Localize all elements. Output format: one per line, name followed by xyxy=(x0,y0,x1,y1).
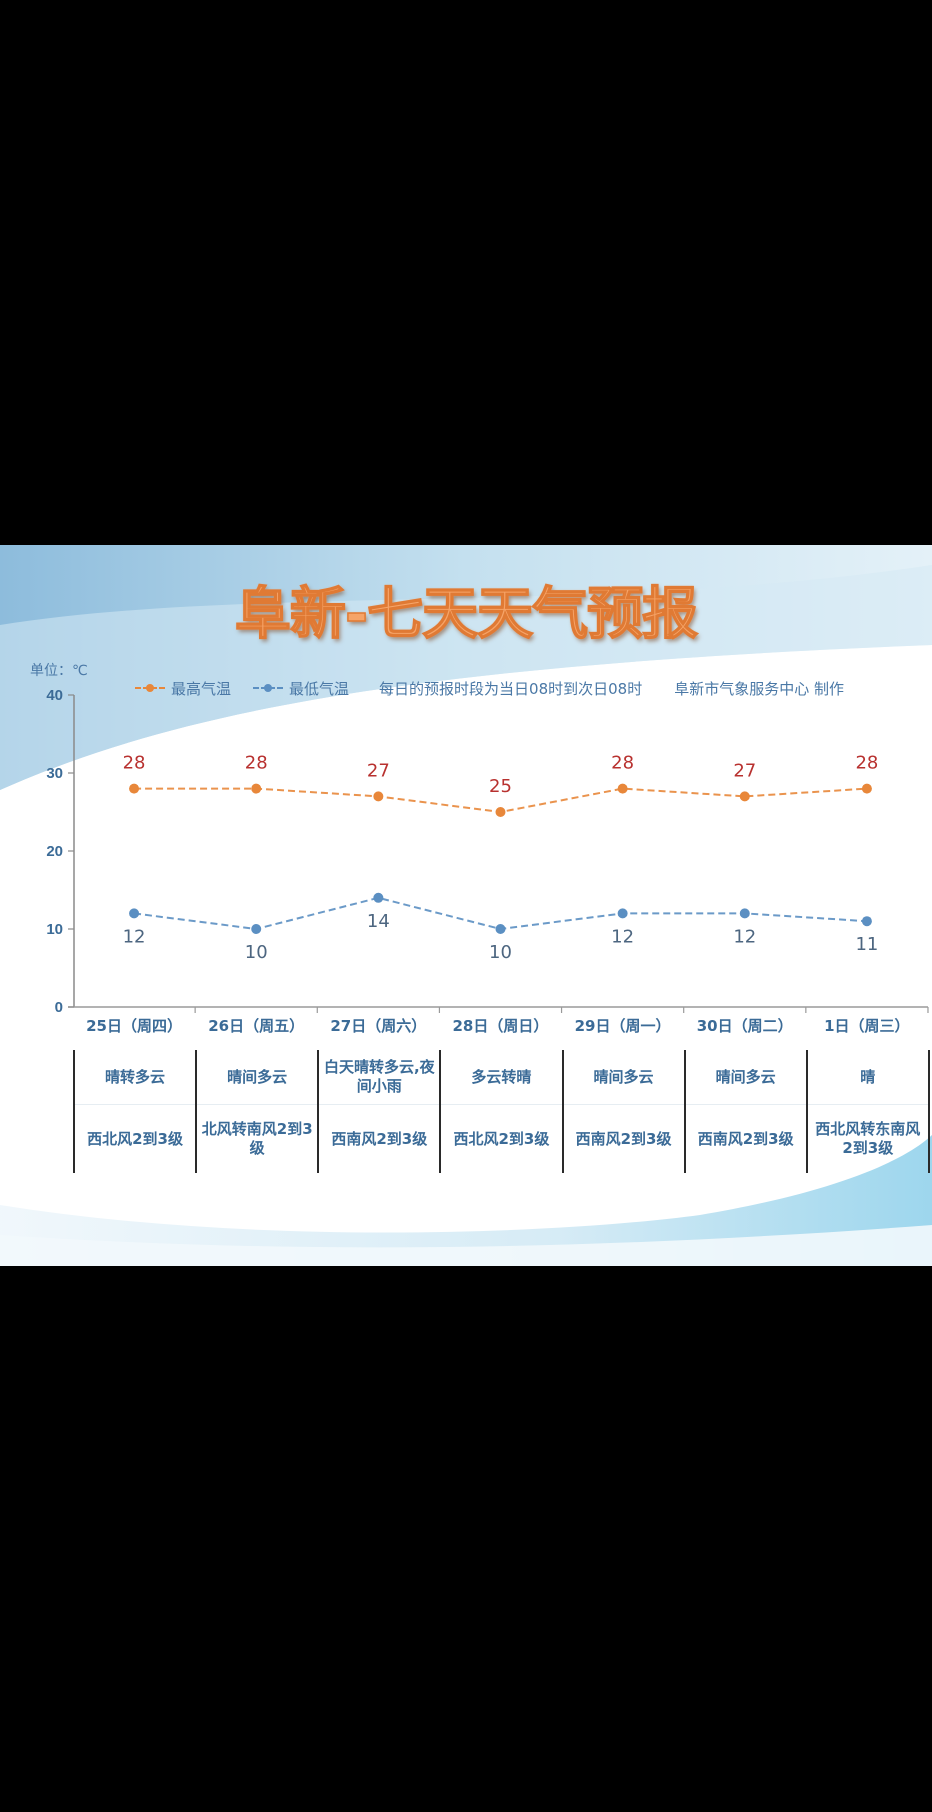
unit-label: 单位：℃ xyxy=(30,663,88,679)
day-column: 晴间多云西南风2到3级 xyxy=(563,1050,686,1173)
wind-cell: 西南风2到3级 xyxy=(331,1129,428,1148)
background-wave xyxy=(0,545,932,1266)
day-column: 晴转多云西北风2到3级 xyxy=(75,1050,198,1173)
wind-cell: 西南风2到3级 xyxy=(575,1129,672,1148)
page-title: 阜新-七天天气预报 xyxy=(234,581,699,648)
high-series-marker-icon xyxy=(135,683,165,693)
low-temp-value: 10 xyxy=(489,942,512,963)
high-temp-value: 27 xyxy=(367,760,390,781)
day-label: 25日（周四） xyxy=(86,1017,182,1035)
y-tick-label: 10 xyxy=(46,921,63,938)
weather-table: 晴转多云 西北风2到3级 晴间多云 北风转南风2到3级 白天晴转多云,夜间小雨 西南风2到… xyxy=(73,1050,930,1173)
high-temp-value: 28 xyxy=(123,753,146,774)
weather-cell: 多云转晴 xyxy=(441,1050,562,1105)
low-temp-point xyxy=(251,924,262,934)
legend-high-label: 最高气温 xyxy=(171,679,232,698)
high-temp-value: 27 xyxy=(733,760,756,781)
weather-cell: 白天晴转多云,夜间小雨 xyxy=(319,1050,440,1105)
low-temp-point xyxy=(129,908,140,919)
legend-low-label: 最低气温 xyxy=(289,679,350,698)
day-label: 1日（周三） xyxy=(824,1017,910,1035)
high-temp-point xyxy=(495,807,506,817)
low-temp-value: 14 xyxy=(367,911,390,932)
low-series-marker-icon xyxy=(253,683,284,693)
weather-cell: 晴间多云 xyxy=(563,1050,684,1105)
weather-cell: 晴转多云 xyxy=(75,1050,196,1105)
y-tick-label: 40 xyxy=(46,687,63,704)
day-column: 多云转晴西北风2到3级 xyxy=(441,1050,564,1173)
wind-cell: 西北风2到3级 xyxy=(87,1129,183,1148)
low-temp-value: 10 xyxy=(245,942,268,963)
wind-cell: 北风转南风2到3级 xyxy=(201,1120,313,1157)
day-column: 晴西北风转东南风2到3级 xyxy=(807,1050,930,1173)
y-tick-label: 0 xyxy=(55,999,63,1016)
wind-cell: 西北风转东南风2到3级 xyxy=(815,1120,921,1157)
y-tick-label: 20 xyxy=(46,843,63,860)
y-tick-label: 30 xyxy=(46,765,63,782)
low-temp-point xyxy=(861,916,872,927)
day-column: 晴间多云北风转南风2到3级 xyxy=(197,1050,320,1173)
wind-cell: 西北风2到3级 xyxy=(453,1129,550,1148)
weather-cell: 晴 xyxy=(807,1050,928,1105)
legend-item-low: 最低气温 xyxy=(253,678,349,699)
low-temp-point xyxy=(617,908,628,919)
legend-item-high: 最高气温 xyxy=(135,678,231,699)
forecast-panel: 阜新-七天天气预报 单位：℃ 最高气温 最低气温 每日的预报时段为当日08时到次… xyxy=(0,545,932,1266)
day-column: 白天晴转多云,夜间小雨西南风2到3级 xyxy=(319,1050,442,1173)
temperature-line-chart: 0 10 20 30 40 28 28 27 25 28 27 28 12 10 14 10 12 12 11 xyxy=(46,687,929,1016)
high-temp-value: 25 xyxy=(489,776,512,797)
low-temp-value: 12 xyxy=(733,926,756,947)
chart-legend: 最高气温 最低气温 每日的预报时段为当日08时到次日08时 阜新市气象服务中心 … xyxy=(135,678,844,698)
day-label: 29日（周一） xyxy=(574,1017,671,1035)
day-label: 30日（周二） xyxy=(696,1017,793,1035)
low-temp-value: 11 xyxy=(855,934,878,955)
low-temp-value: 12 xyxy=(123,926,146,947)
high-temp-point xyxy=(251,783,262,794)
wind-cell: 西南风2到3级 xyxy=(697,1129,794,1148)
x-axis-labels: 25日（周四） 26日（周五） 27日（周六） 28日（周日） 29日（周一） 30日（周… xyxy=(73,1015,928,1036)
weather-cell: 晴间多云 xyxy=(685,1050,806,1105)
weather-cell: 晴间多云 xyxy=(197,1050,318,1105)
high-temp-point xyxy=(129,783,140,794)
forecast-period-note: 每日的预报时段为当日08时到次日08时 xyxy=(379,679,643,698)
low-temp-point xyxy=(739,908,750,919)
high-temp-value: 28 xyxy=(855,753,878,774)
day-column: 晴间多云西南风2到3级 xyxy=(685,1050,808,1173)
low-temp-point xyxy=(495,924,506,934)
high-temp-point xyxy=(861,783,872,794)
high-temp-point xyxy=(739,791,750,802)
day-label: 27日（周六） xyxy=(330,1017,427,1035)
low-temp-value: 12 xyxy=(611,926,634,947)
high-temp-value: 28 xyxy=(245,753,268,774)
low-temp-point xyxy=(373,892,384,903)
high-temp-point xyxy=(373,791,384,802)
high-temp-point xyxy=(617,783,628,794)
credit-text: 阜新市气象服务中心 制作 xyxy=(674,679,844,698)
day-label: 28日（周日） xyxy=(452,1017,549,1035)
high-temp-value: 28 xyxy=(611,753,634,774)
day-label: 26日（周五） xyxy=(208,1017,305,1035)
